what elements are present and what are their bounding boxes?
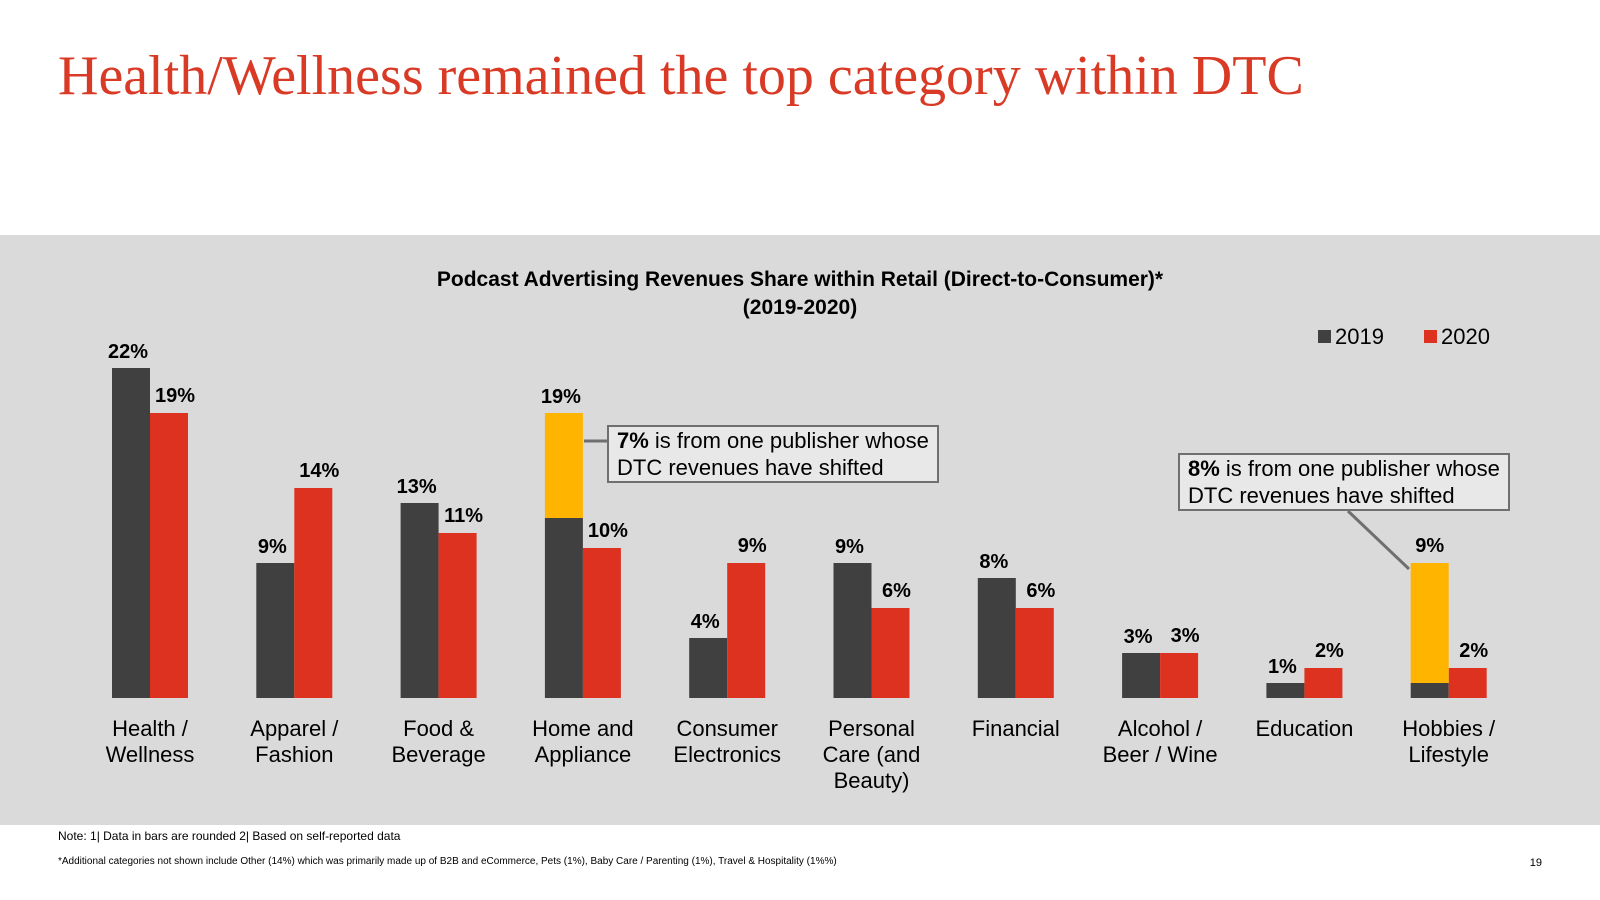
data-label-2020: 11% [444, 505, 483, 527]
category-label: Beer / Wine [1103, 742, 1218, 767]
category-label: Appliance [535, 742, 632, 767]
data-label-2020: 6% [882, 580, 911, 602]
bar-2020 [582, 548, 621, 698]
bar-2019 [833, 563, 872, 698]
callout-connector [1346, 509, 1411, 571]
bar-2020 [1015, 608, 1054, 698]
callout-bold-value: 8% [1188, 456, 1220, 481]
category-label: Wellness [106, 742, 195, 767]
bar-2020 [294, 488, 333, 698]
data-label-2019: 19% [541, 386, 581, 408]
chart-panel: Podcast Advertising Revenues Share withi… [0, 235, 1600, 825]
bar-2019-highlight [544, 413, 583, 518]
data-label-2019: 3% [1124, 626, 1153, 648]
data-label-2020: 3% [1171, 625, 1200, 647]
category-label: Lifestyle [1408, 742, 1489, 767]
legend-swatch-2019 [1318, 330, 1331, 343]
category-label: Home and [532, 716, 634, 741]
bar-2019 [977, 578, 1016, 698]
note: Note: 1| Data in bars are rounded 2| Bas… [58, 829, 401, 843]
callout-text: is from one publisher whose [1219, 456, 1500, 481]
bar-2019 [1410, 683, 1449, 698]
bar-2019 [256, 563, 295, 698]
callout-text: is from one publisher whose [648, 428, 929, 453]
bar-2019 [544, 518, 583, 698]
callout-home-appliance: 7% is from one publisher whose DTC reven… [607, 425, 939, 483]
category-label: Fashion [255, 742, 333, 767]
data-label-2020: 10% [588, 520, 628, 542]
bar-2019 [112, 368, 150, 698]
bar-2020 [1448, 668, 1487, 698]
bar-2019-highlight [1410, 563, 1449, 683]
category-label: Beverage [392, 742, 486, 767]
chart-subtitle: (2019-2020) [742, 296, 858, 319]
callout-hobbies-lifestyle: 8% is from one publisher whose DTC reven… [1178, 453, 1510, 511]
data-label-2020: 2% [1315, 640, 1344, 662]
category-label: Alcohol / [1118, 716, 1203, 741]
data-label-2020: 9% [738, 535, 767, 557]
data-label-2020: 6% [1026, 580, 1055, 602]
data-label-2019: 4% [691, 611, 720, 633]
legend-label-2020: 2020 [1441, 324, 1490, 349]
legend-swatch-2020 [1424, 330, 1437, 343]
category-label: Food & [403, 716, 474, 741]
bar-2020 [727, 563, 766, 698]
data-label-2020: 19% [155, 385, 195, 407]
bar-2019 [1122, 653, 1161, 698]
category-label: Education [1255, 716, 1353, 741]
bar-2019 [689, 638, 728, 698]
bar-2020 [438, 533, 477, 698]
data-label-2019: 8% [979, 551, 1008, 573]
category-label: Electronics [673, 742, 781, 767]
category-label: Financial [972, 716, 1060, 741]
callout-bold-value: 7% [617, 428, 649, 453]
category-label: Health / [112, 716, 189, 741]
data-label-2019: 13% [397, 476, 437, 498]
data-label-2019: 9% [835, 536, 864, 558]
category-label: Consumer [676, 716, 777, 741]
legend-label-2019: 2019 [1335, 324, 1384, 349]
bar-2019 [400, 503, 439, 698]
category-label: Care (and [823, 742, 921, 767]
data-label-2019: 1% [1268, 656, 1297, 678]
data-label-2020: 2% [1459, 640, 1488, 662]
bar-2020 [871, 608, 910, 698]
bar-2020 [150, 413, 188, 698]
bar-2020 [1304, 668, 1343, 698]
callout-text: DTC revenues have shifted [1188, 483, 1455, 508]
chart-title: Podcast Advertising Revenues Share withi… [436, 268, 1164, 291]
bar-2019 [1266, 683, 1305, 698]
footnote: *Additional categories not shown include… [58, 856, 837, 867]
category-label: Apparel / [250, 716, 339, 741]
slide-title: Health/Wellness remained the top categor… [58, 45, 1304, 107]
data-label-2020: 14% [299, 460, 339, 482]
callout-text: DTC revenues have shifted [617, 455, 884, 480]
category-label: Beauty) [834, 768, 910, 793]
page-number: 19 [1529, 857, 1542, 869]
bar-chart: 22% 19% Health /Wellness 9% 14% Apparel /Fash… [106, 324, 1496, 793]
data-label-2019: 9% [1415, 535, 1444, 557]
category-label: Hobbies / [1402, 716, 1496, 741]
category-label: Personal [828, 716, 915, 741]
data-label-2019: 22% [108, 341, 148, 363]
bar-2020 [1160, 653, 1199, 698]
data-label-2019: 9% [258, 536, 287, 558]
